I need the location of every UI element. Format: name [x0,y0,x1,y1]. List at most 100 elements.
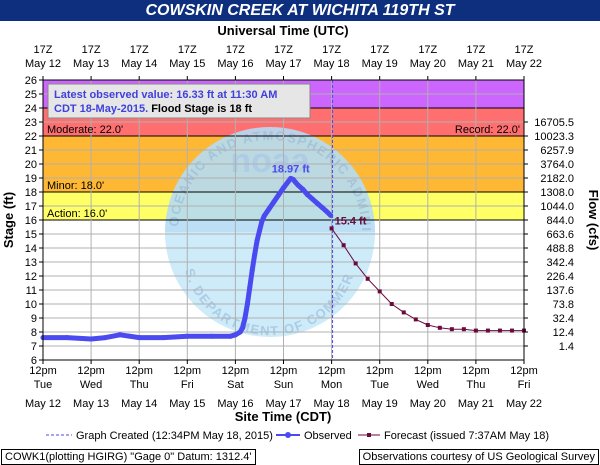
observed-point [103,335,109,341]
bottom-tick-time: 12pm [222,365,250,377]
y-tick-label: 16 [25,215,37,227]
bottom-tick-day: Thu [466,379,485,391]
flow-tick-label: 488.8 [546,243,574,255]
flow-tick-label: 1044.0 [540,201,574,213]
forecast-point [341,243,346,248]
threshold-label: Moderate: 22.0' [47,124,123,136]
top-tick-time: 17Z [226,44,245,56]
flow-tick-label: 12.4 [553,327,574,339]
bottom-tick-day: Tue [370,379,389,391]
bottom-tick-time: 12pm [462,365,490,377]
bottom-tick-time: 12pm [77,365,105,377]
y-tick-label: 22 [25,131,37,143]
observed-point [252,252,258,258]
bottom-tick-time: 12pm [174,365,202,377]
top-tick-date: May 19 [362,58,398,70]
observed-point [271,199,277,205]
left-axis-title: Stage (ft) [1,192,16,248]
observed-point [300,186,306,192]
y-tick-label: 24 [25,103,37,115]
observed-point [328,212,334,218]
flow-tick-label: 663.6 [546,229,574,241]
observed-point [276,192,282,198]
observed-point [127,333,133,339]
top-axis-title: Universal Time (UTC) [217,23,348,38]
top-tick-date: May 12 [25,58,61,70]
top-tick-date: May 16 [217,58,253,70]
bottom-tick-time: 12pm [125,365,153,377]
y-tick-label: 12 [25,271,37,283]
bottom-tick-day: Fri [518,379,531,391]
footer-datum: COWK1(plotting HGIRG) "Gage 0" Datum: 13… [1,449,256,465]
bottom-tick-time: 12pm [510,365,538,377]
right-axis-title: Flow (cfs) [586,190,600,251]
bottom-tick-day: Mon [321,379,342,391]
top-tick-time: 17Z [515,44,534,56]
y-tick-label: 23 [25,117,37,129]
observed-point [295,182,301,188]
flow-tick-label: 3764.0 [540,159,574,171]
top-tick-time: 17Z [274,44,293,56]
grid [42,79,525,361]
axes: 6 7 8 9 10 11 12 13 14 15 16 17 18 19 20 21 22 23 24 25 26 1.… [25,44,574,410]
top-tick-time: 17Z [322,44,341,56]
top-tick-date: May 15 [169,58,205,70]
forecast-point [437,325,442,330]
legend-forecast-label: Forecast (issued 7:37AM May 18) [384,430,549,442]
latest-value-box: Latest observed value: 16.33 ft at 11:30… [47,83,311,119]
observed-point [309,196,315,202]
bottom-tick-day: Wed [417,379,439,391]
latest-value-line2: CDT 18-May-2015. Flood Stage is 18 ft [54,103,252,115]
top-tick-time: 17Z [370,44,389,56]
flow-tick-label: 32.4 [553,313,574,325]
noaa-logo-text: noaa [230,142,310,180]
observed-point [117,332,123,338]
forecast-point [389,302,394,306]
bottom-tick-date: May 15 [169,398,205,410]
y-tick-label: 18 [25,187,37,199]
y-tick-label: 9 [31,313,37,325]
top-tick-date: May 18 [314,58,350,70]
observed-point [319,204,325,210]
top-tick-time: 17Z [178,44,197,56]
top-tick-date: May 14 [121,58,157,70]
observed-point [232,332,238,338]
forecast-point [497,328,502,333]
bottom-tick-day: Tue [34,379,53,391]
bottom-tick-day: Thu [130,379,149,391]
y-tick-label: 8 [31,327,37,339]
y-tick-label: 25 [25,89,37,101]
bottom-tick-day: Sun [274,379,294,391]
flow-tick-label: 137.6 [546,285,574,297]
top-tick-date: May 22 [506,58,542,70]
y-tick-label: 10 [25,299,37,311]
chart-title: COWSKIN CREEK AT WICHITA 119TH ST [0,0,600,21]
observed-point [281,185,286,191]
top-tick-time: 17Z [82,44,101,56]
bottom-tick-date: May 20 [410,398,446,410]
forecast-point [485,328,490,333]
observed-point [88,336,94,342]
bottom-tick-date: May 22 [506,398,542,410]
threshold-label: Action: 16.0' [47,208,107,220]
observed-point [261,213,267,219]
y-tick-label: 15 [25,229,37,241]
forecast-point [449,327,454,332]
legend: Graph Created (12:34PM May 18, 2015) Obs… [46,430,549,442]
series: 18.97 ft 15.4 ft [40,163,526,342]
observed-point [136,335,142,341]
bottom-tick-date: May 18 [314,398,350,410]
observed-point [249,267,255,273]
threshold-labels: Moderate: 22.0' Minor: 18.0' Action: 16.0'… [47,124,520,220]
top-tick-date: May 20 [410,58,446,70]
observed-point [305,192,311,198]
bottom-tick-date: May 21 [458,398,494,410]
bottom-tick-date: May 14 [121,398,157,410]
flow-tick-label: 6257.9 [540,145,574,157]
forecast-point [461,327,466,332]
record-label: Record: 22.0' [455,124,520,136]
observed-point [244,301,250,307]
bottom-tick-date: May 16 [217,398,253,410]
observed-point [259,218,265,224]
observed-point [247,284,253,290]
